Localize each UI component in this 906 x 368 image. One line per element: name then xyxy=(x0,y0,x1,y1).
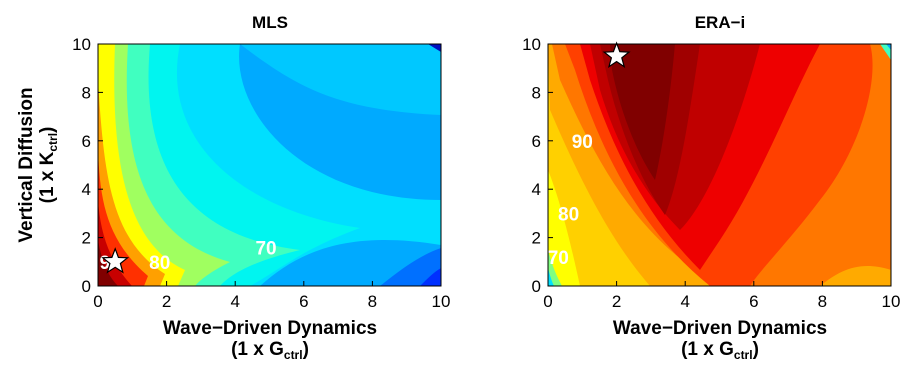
mls-ytick-label: 8 xyxy=(82,83,91,102)
era-panel: ERA−i 0 2 4 6 8 10 0 2 4 6 8 10 90 80 70 Wave−Driven D… xyxy=(522,13,900,362)
era-plot-frame xyxy=(547,43,892,287)
mls-xtick-label: 8 xyxy=(368,292,377,311)
mls-contour-label: 9 xyxy=(100,253,111,274)
mls-panel: MLS 0 2 4 6 8 10 0 2 4 6 8 10 80 70 9 Wave−Driven Dyna… xyxy=(16,13,450,362)
era-star-icon xyxy=(602,41,631,68)
era-marks: 0 2 4 6 8 10 0 2 4 6 8 10 90 80 70 xyxy=(522,35,900,311)
era-xtick-label: 2 xyxy=(612,292,621,311)
era-ytick-label: 0 xyxy=(532,277,541,296)
mls-band-10 xyxy=(98,240,118,286)
era-ytick-label: 6 xyxy=(532,132,541,151)
era-xtick-label: 8 xyxy=(818,292,827,311)
era-ytick-label: 4 xyxy=(532,180,541,199)
mls-xtick-label: 6 xyxy=(299,292,308,311)
era-ytick-label: 2 xyxy=(532,229,541,248)
era-contour-label: 80 xyxy=(558,204,579,225)
mls-marks: 0 2 4 6 8 10 0 2 4 6 8 10 80 70 9 xyxy=(72,35,450,311)
mls-ytick-label: 6 xyxy=(82,132,91,151)
mls-xtick-label: 0 xyxy=(93,292,102,311)
mls-xlabel: Wave−Driven Dynamics xyxy=(163,318,377,339)
mls-ytick-label: 10 xyxy=(72,35,91,54)
era-xtick-label: 0 xyxy=(543,292,552,311)
era-contour-fill xyxy=(548,44,891,286)
mls-xtick-label: 4 xyxy=(230,292,239,311)
mls-band-9 xyxy=(98,200,132,286)
era-ytick-label: 10 xyxy=(522,35,541,54)
era-xtick-label: 10 xyxy=(882,292,901,311)
era-band-11 xyxy=(880,44,891,60)
era-band-9 xyxy=(548,250,562,286)
era-contour-label: 90 xyxy=(572,132,593,153)
mls-band-13 xyxy=(428,44,441,52)
mls-ytick-label: 0 xyxy=(82,277,91,296)
era-ytick-label: 8 xyxy=(532,83,541,102)
mls-star-icon xyxy=(101,247,130,274)
mls-title: MLS xyxy=(252,13,288,32)
mls-band-8 xyxy=(98,150,148,286)
mls-xtick-label: 2 xyxy=(162,292,171,311)
mls-band-1 xyxy=(240,44,441,115)
era-xtick-label: 4 xyxy=(680,292,689,311)
mls-contour-label: 80 xyxy=(149,253,170,274)
mls-band-7 xyxy=(98,80,165,286)
era-contour-label: 70 xyxy=(548,248,569,269)
mls-band-11 xyxy=(380,248,441,286)
era-band-10 xyxy=(548,268,554,286)
mls-xtick-label: 10 xyxy=(432,292,451,311)
era-band-8 xyxy=(610,44,675,180)
mls-xlabel-line2: (1 x Gctrl) xyxy=(231,339,309,362)
era-xtick-label: 6 xyxy=(749,292,758,311)
era-title: ERA−i xyxy=(695,13,746,32)
mls-ylabel-line2: (1 x Kctrl) xyxy=(37,127,60,204)
era-band-12 xyxy=(886,44,891,50)
era-xlabel: Wave−Driven Dynamics xyxy=(613,318,827,339)
mls-ylabel: Vertical Diffusion xyxy=(16,87,37,242)
mls-band-12 xyxy=(420,268,441,286)
mls-ytick-label: 2 xyxy=(82,229,91,248)
mls-contour-fill xyxy=(98,44,441,286)
mls-contour-label: 70 xyxy=(255,238,276,259)
era-xlabel-line2: (1 x Gctrl) xyxy=(681,339,759,362)
mls-ytick-label: 4 xyxy=(82,180,91,199)
mls-plot-frame xyxy=(97,43,442,287)
